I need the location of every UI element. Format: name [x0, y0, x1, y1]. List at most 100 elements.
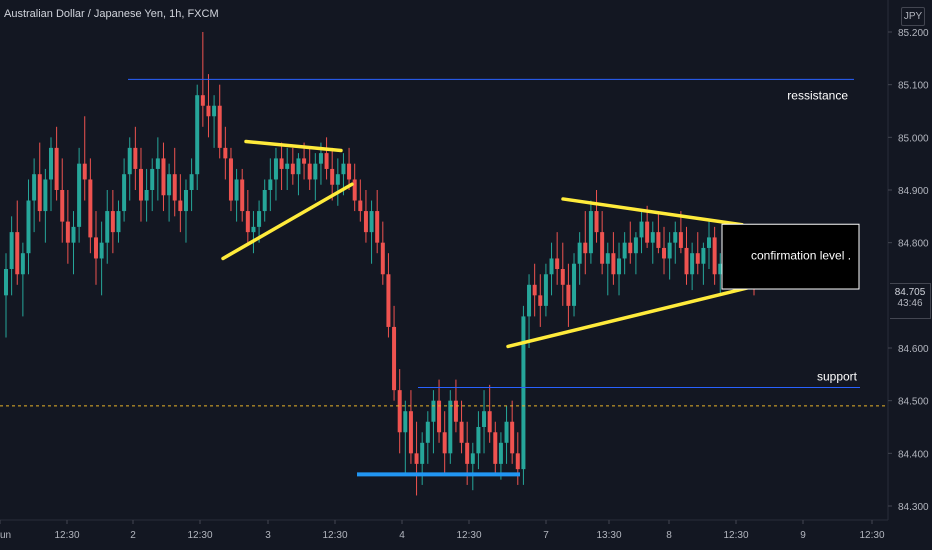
time-tick-label: 4 [399, 530, 405, 541]
candle-body [4, 269, 8, 296]
candle-body [262, 190, 267, 212]
candle-body [493, 432, 498, 464]
candle-body [307, 163, 312, 180]
candle-body [425, 421, 430, 443]
candle-body [611, 253, 616, 275]
currency-badge[interactable]: JPY [901, 7, 925, 26]
time-tick-label: 3 [265, 530, 271, 541]
candle-body [240, 179, 245, 212]
candle-body [290, 163, 295, 175]
time-tick-label: 7 [543, 530, 549, 541]
candle-body [701, 247, 706, 264]
candle-body [32, 174, 37, 201]
price-tick-label: 84.400 [898, 449, 929, 460]
candle-body [183, 190, 188, 212]
candle-body [482, 411, 487, 427]
candle-body [678, 232, 683, 248]
candle-body [712, 237, 717, 275]
candle-body [212, 105, 217, 117]
candle-body [498, 442, 503, 464]
candle-body [622, 242, 627, 259]
candle-body [555, 258, 560, 269]
candle-body [88, 179, 93, 238]
candle-body [543, 274, 548, 306]
candle-body [223, 147, 228, 159]
candle-body [515, 453, 520, 470]
time-tick-label: 12:30 [322, 530, 347, 541]
candle-body [352, 179, 357, 201]
candle-body [48, 147, 53, 180]
candle-body [588, 211, 593, 254]
candle-body [37, 174, 42, 212]
time-tick-label: 8 [666, 530, 672, 541]
candle-body [161, 158, 166, 196]
candle-body [583, 242, 588, 254]
candle-body [110, 211, 115, 233]
candle-body [133, 147, 138, 169]
time-tick-label: 13:30 [596, 530, 621, 541]
drawings-layer: confirmation level . ressistance support [0, 78, 888, 477]
candle-body [150, 168, 155, 190]
candle-body [600, 232, 605, 264]
candle-body [245, 211, 250, 233]
candle-body [116, 211, 121, 233]
price-tick-label: 84.800 [898, 239, 929, 250]
candle-body [234, 179, 239, 201]
candle-body [572, 263, 577, 306]
candle-body [341, 163, 346, 175]
price-tick-label: 85.100 [898, 81, 929, 92]
time-tick-label: 12:30 [723, 530, 748, 541]
candle-body [138, 168, 143, 201]
candle-body [335, 174, 340, 185]
time-tick-label: 12:30 [187, 530, 212, 541]
candle-body [172, 174, 177, 201]
price-tick-label: 85.000 [898, 133, 929, 144]
candle-body [363, 211, 368, 233]
candle-body [369, 211, 374, 233]
candle-body [465, 442, 470, 464]
candle-body [617, 258, 622, 275]
candle-body [645, 221, 650, 243]
candle-body [122, 174, 127, 212]
candle-body [448, 400, 453, 454]
candle-body [549, 258, 554, 275]
candle-body [273, 158, 278, 180]
candle-body [437, 400, 442, 433]
candle-body [195, 95, 200, 175]
price-tick-label: 84.500 [898, 397, 929, 408]
candle-body [594, 211, 599, 233]
candle-body [718, 263, 723, 275]
candle-body [673, 232, 678, 243]
candle-body [71, 226, 76, 243]
candle-body [228, 158, 233, 201]
confirmation-label: confirmation level . [751, 248, 851, 262]
candle-body [268, 179, 273, 190]
price-tick-label: 84.300 [898, 502, 929, 513]
candle-body [521, 316, 526, 470]
candle-body [9, 232, 14, 269]
candle-body [408, 411, 413, 454]
candle-body [296, 158, 301, 175]
candle-body [414, 453, 419, 464]
candle-body [257, 211, 262, 227]
candle-body [420, 442, 425, 464]
candle-body [459, 421, 464, 443]
time-tick-label: 12:30 [456, 530, 481, 541]
candle-body [392, 326, 397, 391]
candle-body [200, 95, 205, 106]
candle-body [397, 390, 402, 433]
candle-body [656, 232, 661, 248]
candle-body [82, 163, 87, 180]
candle-body [54, 147, 59, 190]
candle-body [403, 411, 408, 433]
candle-body [662, 247, 667, 259]
candle-body [189, 174, 194, 190]
candle-body [695, 253, 700, 264]
candle-body [386, 274, 391, 327]
candle-body [431, 400, 436, 422]
support-label: support [817, 370, 858, 384]
candle-body [527, 284, 532, 317]
candle-body [285, 163, 290, 169]
